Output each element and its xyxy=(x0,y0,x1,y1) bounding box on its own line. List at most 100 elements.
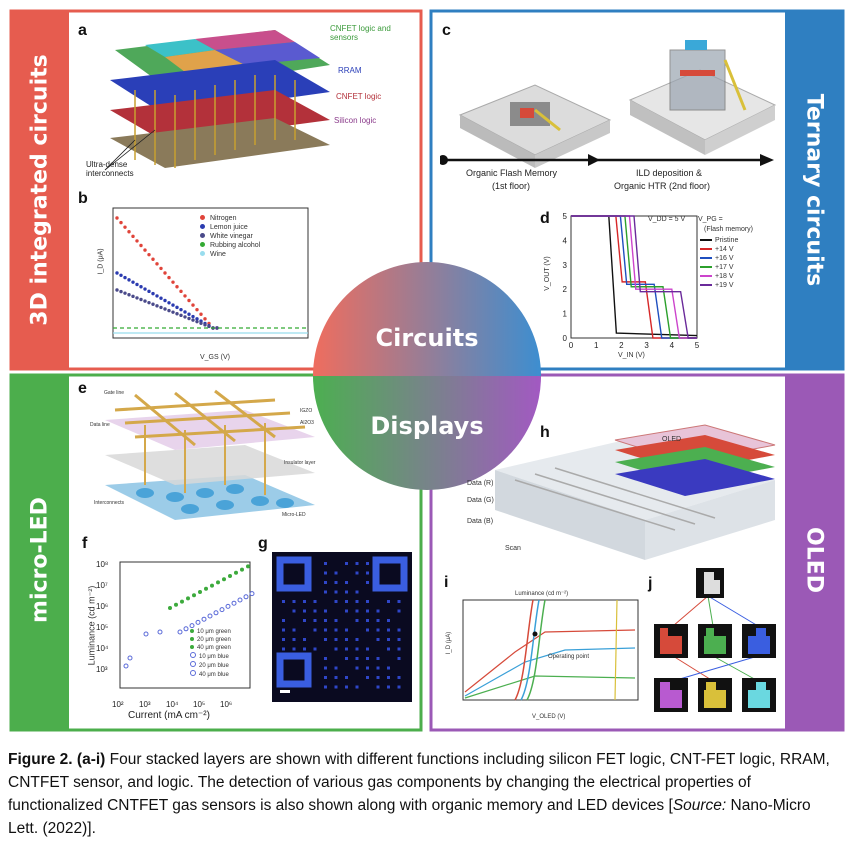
panel-b-point xyxy=(191,314,195,319)
panel-g-pixel xyxy=(366,628,369,632)
panel-b-point xyxy=(159,266,163,271)
panel-b-point xyxy=(191,318,195,322)
panel-f-legend-item: 40 μm green xyxy=(190,644,231,652)
panel-b-point xyxy=(183,294,187,298)
panel-c-step1: Organic Flash Memory xyxy=(466,168,558,178)
legend-marker xyxy=(200,242,205,247)
panel-d-legend: Pristine +14 V +16 V +17 V +18 V +19 V xyxy=(700,236,738,290)
band-bottom-left xyxy=(11,375,69,730)
panel-f-point-green xyxy=(186,596,190,601)
panel-g-pixel xyxy=(376,638,380,641)
legend-label: +18 V xyxy=(715,273,734,280)
legend-marker xyxy=(200,215,205,220)
panel-g-pixel xyxy=(334,619,338,622)
panel-b-point xyxy=(175,285,179,289)
panel-i-chart xyxy=(462,599,639,701)
panel-b-point xyxy=(151,302,155,306)
band-top-right xyxy=(785,11,843,369)
panel-b-point xyxy=(127,278,131,282)
panel-h-device: OLED xyxy=(662,436,682,443)
panel-b-point xyxy=(167,308,171,313)
legend-marker xyxy=(190,637,194,641)
panel-f-point-blue xyxy=(225,603,231,609)
panel-g-pixel xyxy=(334,685,338,689)
panel-d-legend-title: V_PG = xyxy=(698,216,723,223)
panel-h-scan: Scan xyxy=(505,545,521,552)
band-bottom-right xyxy=(785,375,843,730)
panel-d-legend-item: Pristine xyxy=(700,236,738,245)
panel-b-point xyxy=(139,285,143,289)
panel-f-xtick: 10⁶ xyxy=(220,700,233,709)
panel-b-point xyxy=(123,225,127,229)
panel-f-point-green xyxy=(228,574,232,578)
panel-g-pixel xyxy=(387,619,390,622)
panel-b-point xyxy=(199,321,203,325)
panel-f-point-blue xyxy=(249,591,255,597)
panel-b-point xyxy=(139,297,143,302)
panel-b-legend-item: Wine xyxy=(200,250,260,259)
panel-d-legend-item: +19 V xyxy=(700,281,738,290)
panel-g-pixel xyxy=(282,638,285,641)
legend-label: 20 μm blue xyxy=(199,663,229,669)
panel-g-pixel xyxy=(376,609,380,613)
panel-b-legend-item: White vinegar xyxy=(200,232,260,241)
panel-g-pixel xyxy=(355,590,359,594)
panel-d-xtick: 3 xyxy=(644,341,649,350)
panel-i-ylabel: I_D (μA) xyxy=(446,631,453,655)
panel-b-point xyxy=(135,282,139,287)
panel-g-pixel xyxy=(376,628,380,632)
panel-g-pixel xyxy=(292,647,296,651)
panel-g-pixel xyxy=(355,647,359,651)
panel-g-pixel xyxy=(366,676,369,679)
panel-f-point-green xyxy=(234,570,238,575)
panel-g-pixel xyxy=(366,571,369,575)
panel-f-point-green xyxy=(180,599,184,604)
panel-b-point xyxy=(115,216,119,220)
panel-g-pixel xyxy=(292,600,296,603)
panel-b-point xyxy=(191,303,195,307)
panel-f-point-green xyxy=(204,586,208,591)
panel-g-pixel xyxy=(366,609,369,613)
panel-g-pixel xyxy=(366,666,369,670)
panel-b-point xyxy=(187,316,191,321)
panel-g-pixel xyxy=(397,638,401,641)
panel-d-curve xyxy=(571,215,697,339)
panel-g-pixel xyxy=(303,609,306,613)
panel-b-point xyxy=(131,280,135,284)
panel-f-xtick: 10² xyxy=(112,700,124,709)
panel-f-xlabel: Current (mA cm⁻²) xyxy=(128,710,210,721)
panel-g-pixel xyxy=(366,562,369,565)
panel-d-ytick: 3 xyxy=(563,261,568,270)
panel-h-data-r: Data (R) xyxy=(467,480,494,487)
panel-g-pixel xyxy=(366,600,369,603)
panel-a-label-interconnects: Ultra-dense interconnects xyxy=(86,160,134,178)
panel-b-point xyxy=(215,326,219,330)
panel-d-ytick: 1 xyxy=(563,310,568,319)
legend-label: 10 μm green xyxy=(197,629,231,635)
panel-g-pixel xyxy=(355,638,359,641)
panel-d-letter: d xyxy=(540,210,550,227)
panel-b-letter: b xyxy=(78,190,88,207)
panel-c-letter: c xyxy=(442,22,451,39)
panel-h-data-b: Data (B) xyxy=(467,518,494,525)
panel-d-ytick: 2 xyxy=(563,285,568,294)
panel-g-pixel xyxy=(366,581,369,584)
panel-b-point xyxy=(175,312,179,316)
panel-d-xtick: 1 xyxy=(594,341,599,350)
panel-e-label-interconnects: Interconnects xyxy=(94,500,125,506)
panel-g-pixel xyxy=(345,609,348,613)
panel-d-xtick: 2 xyxy=(619,341,624,350)
panel-b-point xyxy=(179,289,183,294)
panel-b-point xyxy=(147,289,151,294)
panel-b-point xyxy=(123,291,127,295)
legend-label: 20 μm green xyxy=(197,637,231,643)
panel-f-point-blue xyxy=(183,626,189,632)
panel-f-point-green xyxy=(246,564,250,569)
legend-label: 40 μm blue xyxy=(199,672,229,678)
figure: 3D integrated circuits Ternary circuits … xyxy=(9,9,845,732)
panel-b-point xyxy=(143,299,147,303)
panel-g-pixel xyxy=(387,666,390,670)
panel-g-pixel xyxy=(334,638,338,641)
band-label-3d: 3D integrated circuits xyxy=(27,54,53,326)
panel-g-pixel xyxy=(324,676,327,679)
